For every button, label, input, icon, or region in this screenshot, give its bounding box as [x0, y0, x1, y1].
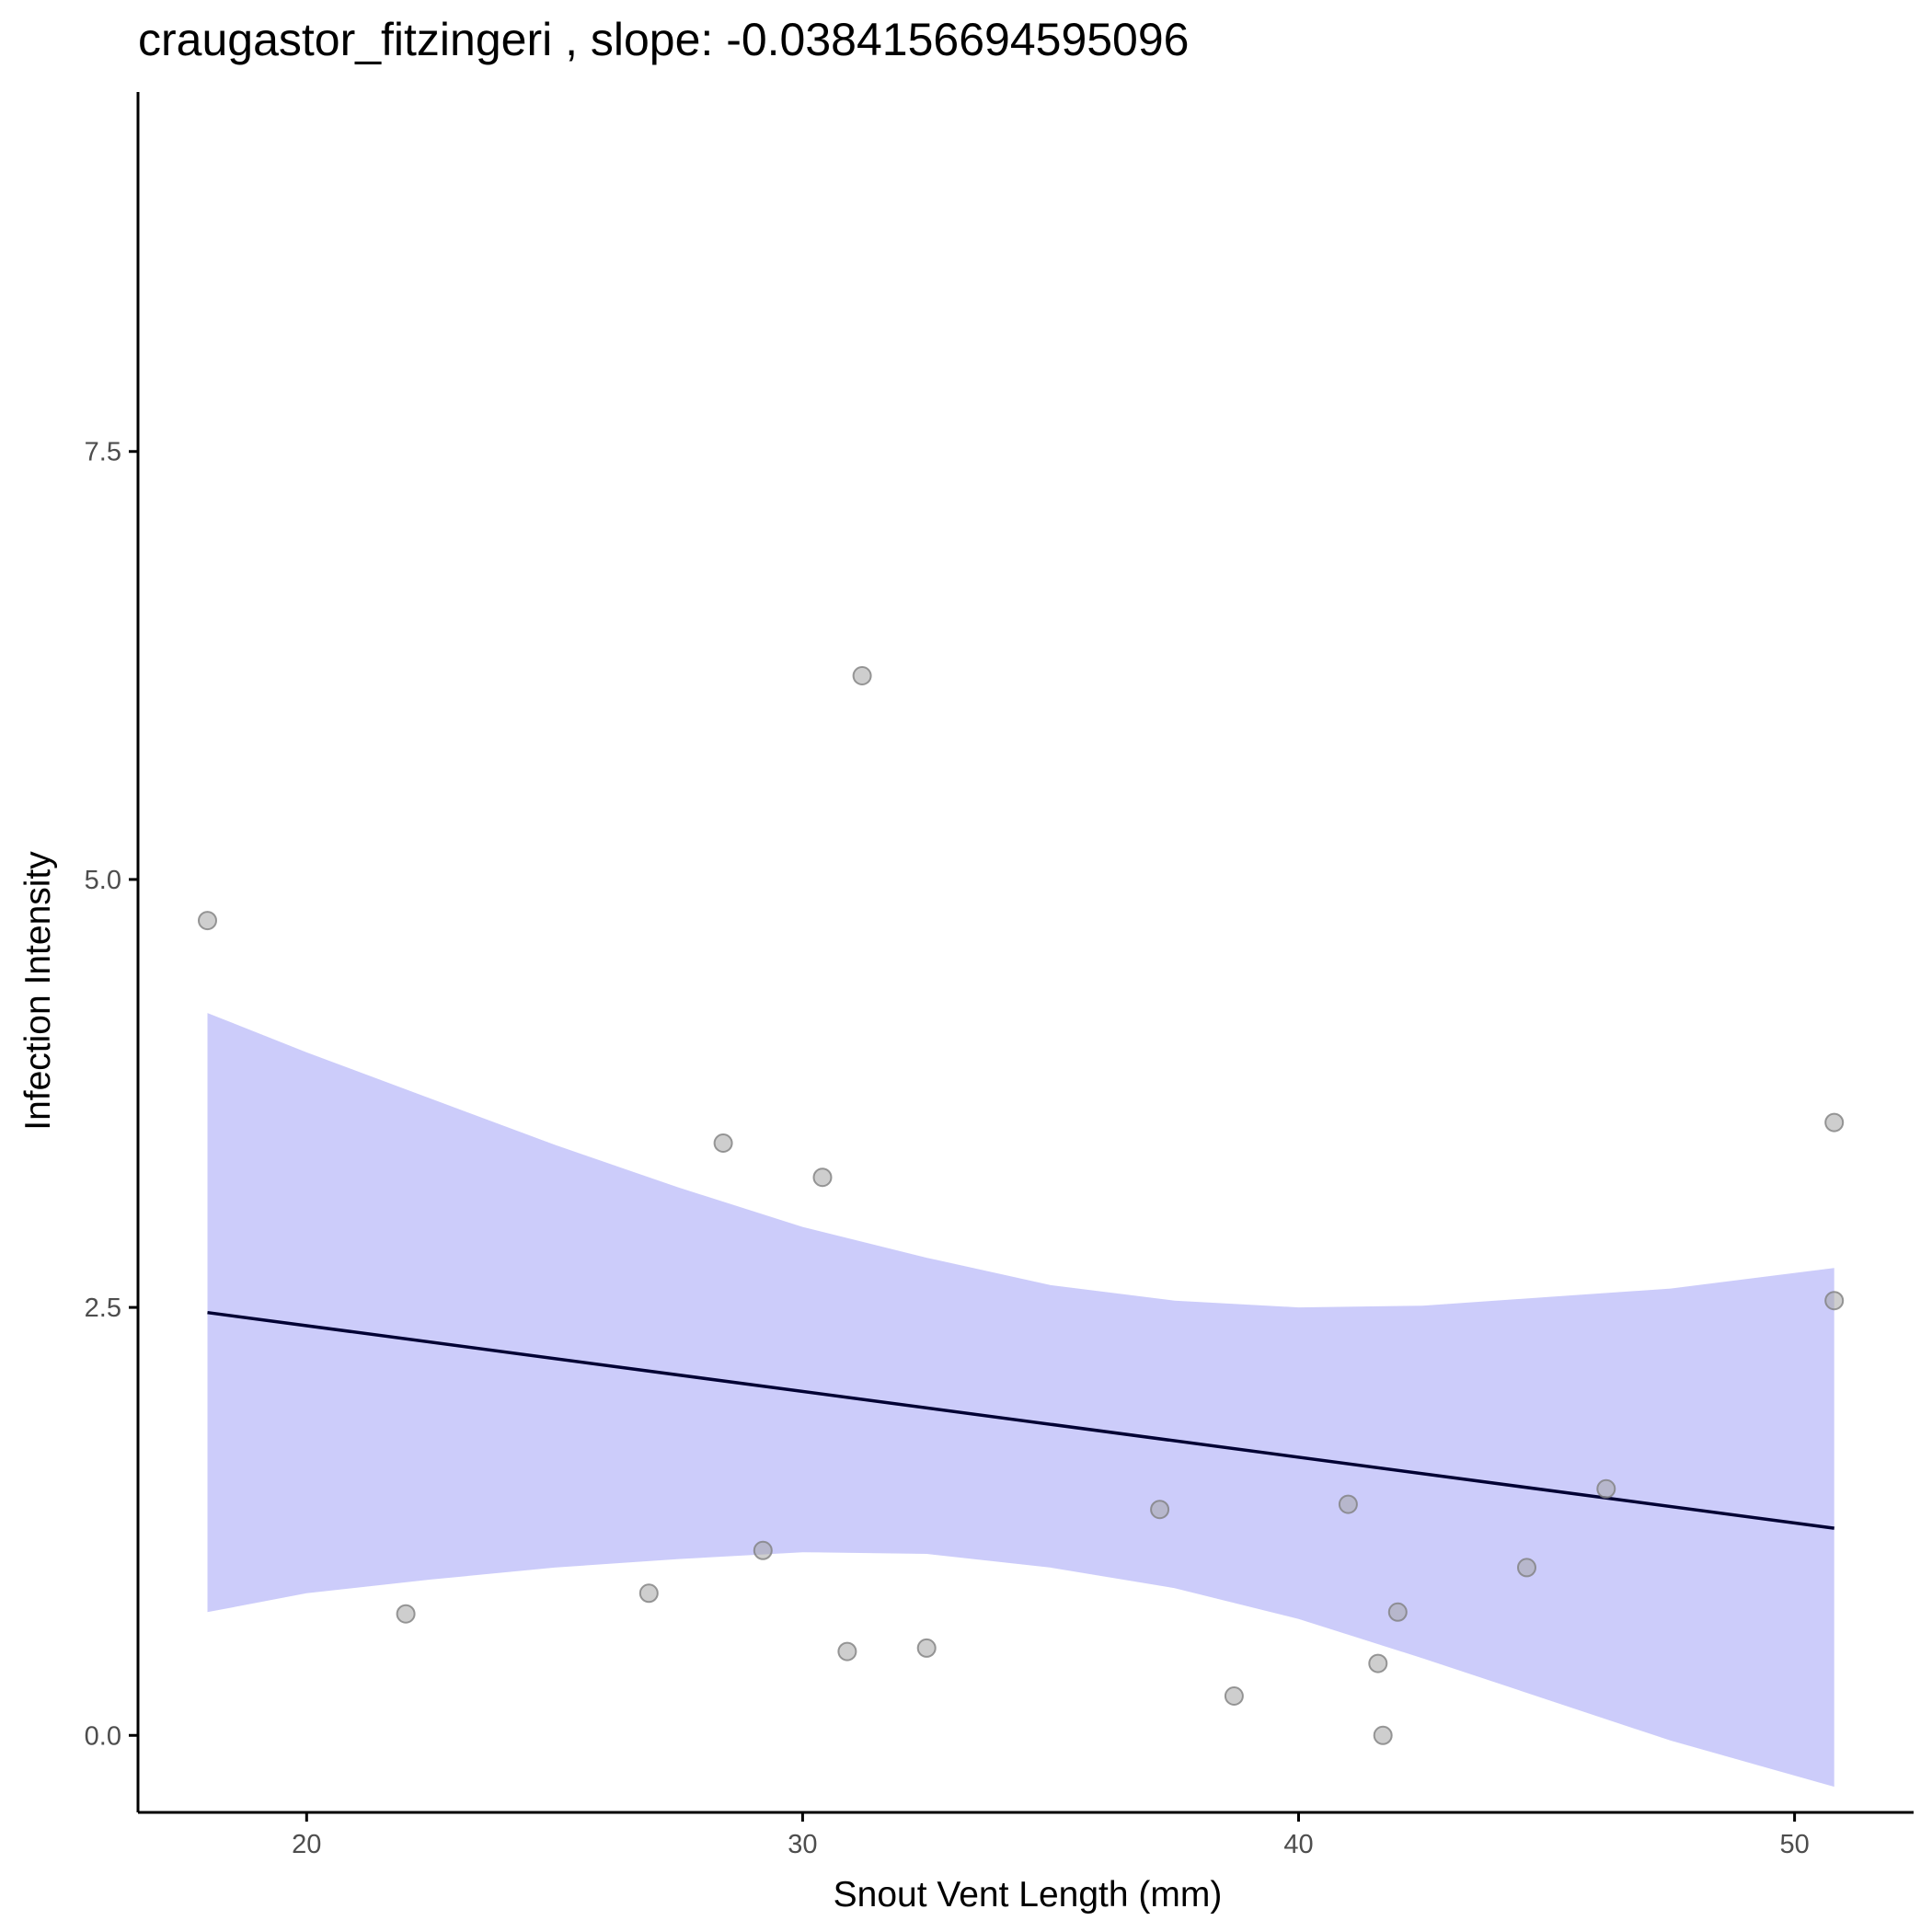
y-tick-label: 2.5 [85, 1294, 121, 1323]
x-tick-label: 50 [1779, 1830, 1809, 1859]
x-tick-label: 30 [788, 1830, 817, 1859]
data-point [1368, 1653, 1388, 1673]
data-point [1824, 1291, 1845, 1311]
y-axis-title: Infection Intensity [18, 851, 58, 1131]
y-tick-label: 0.0 [85, 1721, 121, 1751]
data-point [852, 666, 872, 685]
y-tick-label: 7.5 [85, 438, 121, 467]
data-point [396, 1604, 416, 1624]
data-point [1824, 1112, 1845, 1133]
data-point [1373, 1725, 1393, 1745]
data-point [1387, 1602, 1408, 1622]
data-point [837, 1641, 857, 1662]
data-point [1224, 1686, 1244, 1706]
data-point [916, 1638, 937, 1658]
data-point [1150, 1500, 1170, 1520]
x-ticks: 20 30 40 50 [292, 1812, 1810, 1859]
y-ticks: 0.0 2.5 5.0 7.5 [85, 438, 138, 1751]
x-tick-label: 40 [1283, 1830, 1313, 1859]
confidence-band-layer [207, 1013, 1834, 1788]
data-point [713, 1133, 733, 1153]
data-point [1517, 1558, 1536, 1578]
fit-line-layer [207, 1310, 1834, 1530]
chart-title: craugastor_fitzingeri , slope: -0.038415… [138, 14, 1189, 65]
data-point [812, 1167, 833, 1188]
data-point [1596, 1478, 1616, 1499]
data-point [198, 911, 217, 931]
confidence-band [207, 1013, 1834, 1788]
x-tick-label: 20 [292, 1830, 321, 1859]
y-tick-label: 5.0 [85, 866, 121, 895]
data-point [753, 1540, 773, 1560]
x-axis-title: Snout Vent Length (mm) [834, 1875, 1223, 1915]
regression-line [207, 1310, 1834, 1530]
data-point [638, 1583, 659, 1604]
points-layer [198, 666, 1845, 1745]
data-point [1338, 1494, 1358, 1514]
